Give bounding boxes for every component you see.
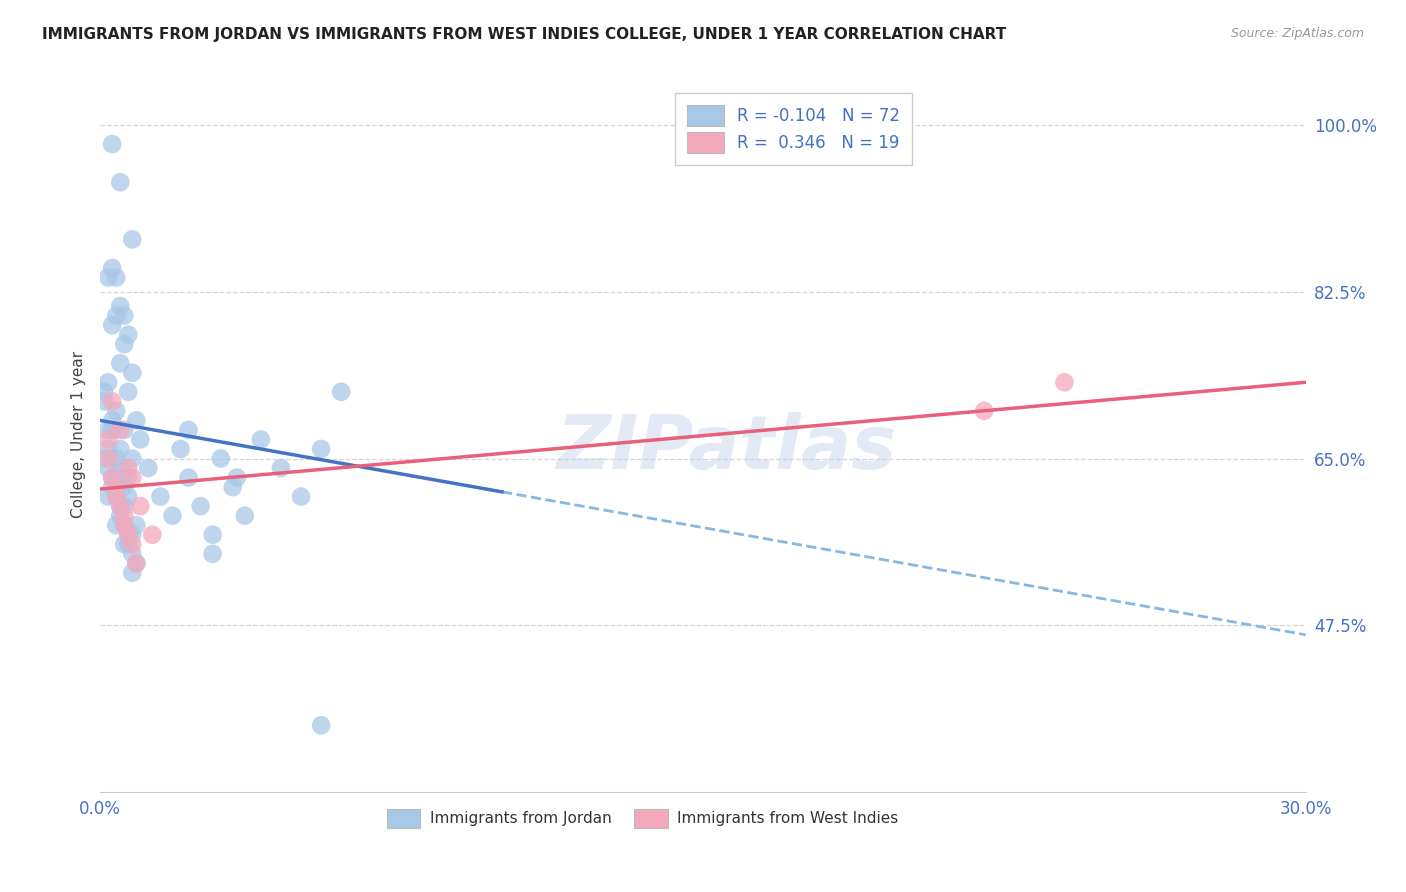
Point: [121, 470, 143, 484]
Point: [149, 490, 172, 504]
Point: [121, 547, 143, 561]
Point: [330, 384, 353, 399]
Point: [105, 451, 128, 466]
Point: [105, 490, 128, 504]
Point: [233, 508, 256, 523]
Point: [117, 490, 139, 504]
Point: [101, 137, 124, 152]
Point: [190, 499, 212, 513]
Point: [121, 527, 143, 541]
Point: [105, 309, 128, 323]
Point: [169, 442, 191, 456]
Point: [162, 508, 184, 523]
Point: [177, 470, 200, 484]
Point: [105, 270, 128, 285]
Point: [97, 433, 120, 447]
Point: [105, 480, 128, 494]
Point: [209, 451, 232, 466]
Point: [97, 461, 120, 475]
Point: [105, 470, 128, 484]
Point: [222, 480, 245, 494]
Point: [112, 518, 135, 533]
Point: [101, 480, 124, 494]
Point: [101, 318, 124, 333]
Point: [973, 404, 995, 418]
Point: [117, 470, 139, 484]
Point: [125, 518, 148, 533]
Text: Source: ZipAtlas.com: Source: ZipAtlas.com: [1230, 27, 1364, 40]
Point: [110, 423, 132, 437]
Point: [93, 394, 115, 409]
Y-axis label: College, Under 1 year: College, Under 1 year: [72, 351, 86, 518]
Point: [129, 433, 152, 447]
Point: [112, 537, 135, 551]
Point: [110, 499, 132, 513]
Point: [117, 527, 139, 541]
Point: [1053, 376, 1076, 390]
Point: [117, 461, 139, 475]
Point: [129, 499, 152, 513]
Point: [101, 470, 124, 484]
Point: [117, 537, 139, 551]
Point: [105, 518, 128, 533]
Text: ZIPatlas: ZIPatlas: [557, 412, 897, 485]
Point: [112, 499, 135, 513]
Point: [121, 232, 143, 246]
Point: [309, 442, 332, 456]
Point: [93, 384, 115, 399]
Point: [97, 376, 120, 390]
Point: [97, 451, 120, 466]
Point: [110, 356, 132, 370]
Point: [97, 270, 120, 285]
Point: [97, 423, 120, 437]
Point: [125, 557, 148, 571]
Point: [250, 433, 273, 447]
Point: [201, 547, 224, 561]
Point: [125, 413, 148, 427]
Point: [112, 480, 135, 494]
Point: [110, 461, 132, 475]
Point: [110, 508, 132, 523]
Point: [101, 394, 124, 409]
Text: IMMIGRANTS FROM JORDAN VS IMMIGRANTS FROM WEST INDIES COLLEGE, UNDER 1 YEAR CORR: IMMIGRANTS FROM JORDAN VS IMMIGRANTS FRO…: [42, 27, 1007, 42]
Point: [117, 327, 139, 342]
Point: [121, 566, 143, 580]
Point: [177, 423, 200, 437]
Point: [125, 557, 148, 571]
Point: [117, 384, 139, 399]
Point: [141, 527, 163, 541]
Point: [121, 451, 143, 466]
Point: [121, 537, 143, 551]
Point: [138, 461, 160, 475]
Point: [112, 309, 135, 323]
Point: [105, 404, 128, 418]
Point: [101, 413, 124, 427]
Point: [270, 461, 292, 475]
Point: [101, 423, 124, 437]
Point: [101, 470, 124, 484]
Point: [290, 490, 312, 504]
Point: [110, 175, 132, 189]
Point: [105, 490, 128, 504]
Point: [97, 490, 120, 504]
Point: [110, 299, 132, 313]
Point: [101, 260, 124, 275]
Point: [110, 499, 132, 513]
Legend: Immigrants from Jordan, Immigrants from West Indies: Immigrants from Jordan, Immigrants from …: [381, 803, 904, 834]
Point: [112, 337, 135, 351]
Point: [93, 451, 115, 466]
Point: [112, 423, 135, 437]
Point: [117, 527, 139, 541]
Point: [121, 366, 143, 380]
Point: [112, 518, 135, 533]
Point: [97, 442, 120, 456]
Point: [201, 527, 224, 541]
Point: [309, 718, 332, 732]
Point: [225, 470, 247, 484]
Point: [112, 508, 135, 523]
Point: [110, 442, 132, 456]
